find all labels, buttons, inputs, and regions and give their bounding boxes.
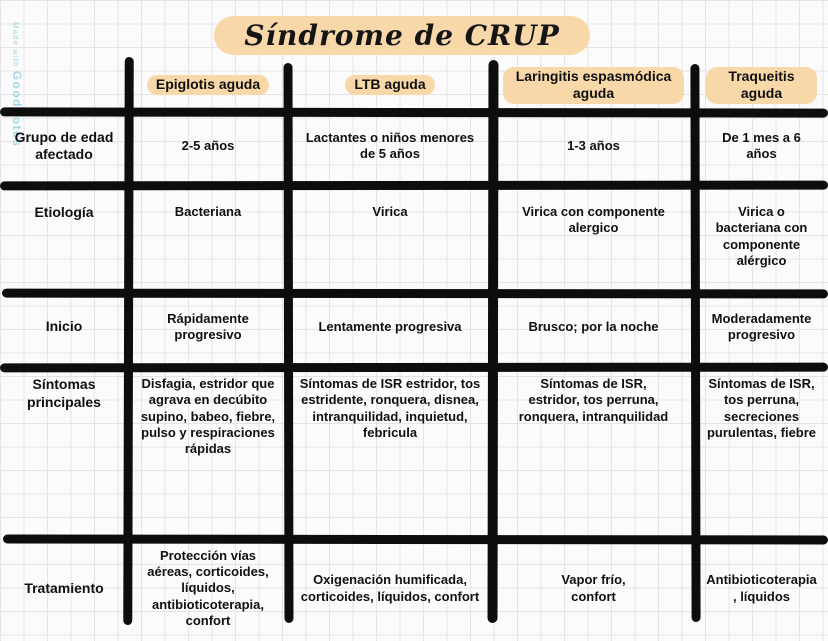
row-label-tratamiento: Tratamiento (24, 579, 104, 596)
table-cell: Vapor frío, confort (561, 572, 626, 604)
table-cell: Brusco; por la noche (528, 318, 659, 334)
table-hline-1 (0, 107, 828, 118)
column-header-laringitis: Laringitis espasmódica aguda (492, 60, 695, 110)
table-cell: Oxigenación humificada, corticoides, líq… (300, 572, 480, 604)
table-cell: Bacteriana (174, 204, 242, 219)
table-cell: Virica (372, 204, 408, 219)
table-cell: Lentamente progresiva (318, 318, 462, 334)
table-corner-cell (0, 60, 128, 110)
table-cell: 1-3 años (567, 137, 620, 153)
table-cell: Síntomas de ISR estridor, tos estridente… (299, 376, 481, 440)
table-cell: Virica con componente alergico (522, 204, 665, 236)
column-header-epiglotis: Epiglotis aguda (128, 60, 288, 110)
table-cell: Antibioticoterapia, líquidos (706, 572, 817, 604)
page-title: Síndrome de CRUP (0, 16, 828, 55)
table-cell: Disfagia, estridor que agrava en decúbit… (140, 376, 276, 456)
row-label-etiologia: Etiología (34, 204, 94, 220)
table-cell: 2-5 años (181, 137, 235, 153)
column-header-traqueitis: Traqueitis aguda (695, 60, 828, 110)
page-title-text: Síndrome de CRUP (214, 16, 590, 55)
table-hline-4 (0, 362, 828, 373)
column-header-ltb: LTB aguda (288, 60, 492, 110)
row-label-inicio: Inicio (45, 318, 83, 335)
table-cell: De 1 mes a 6 años (722, 129, 801, 161)
table-hline-3 (1, 288, 828, 299)
table-cell: Lactantes o niños menores de 5 años (305, 129, 475, 161)
table-hline-5 (2, 534, 828, 545)
table-hline-2 (0, 180, 828, 191)
table-cell: Protección vías aéreas, corticoides, líq… (147, 547, 269, 628)
crup-comparison-table: Epiglotis aguda LTB aguda Laringitis esp… (0, 60, 828, 641)
table-cell: Síntomas de ISR, estridor, tos perruna, … (518, 376, 669, 424)
table-cell: Síntomas de ISR, tos perruna, secrecione… (706, 376, 817, 440)
table-cell: Virica o bacteriana con componente alérg… (715, 204, 808, 268)
table-cell: Rápidamente progresivo (167, 310, 249, 342)
row-label-grupo-edad: Grupo de edad afectado (14, 128, 114, 163)
table-cell: Moderadamente progresivo (711, 310, 812, 342)
row-label-sintomas: Síntomas principales (27, 376, 101, 410)
